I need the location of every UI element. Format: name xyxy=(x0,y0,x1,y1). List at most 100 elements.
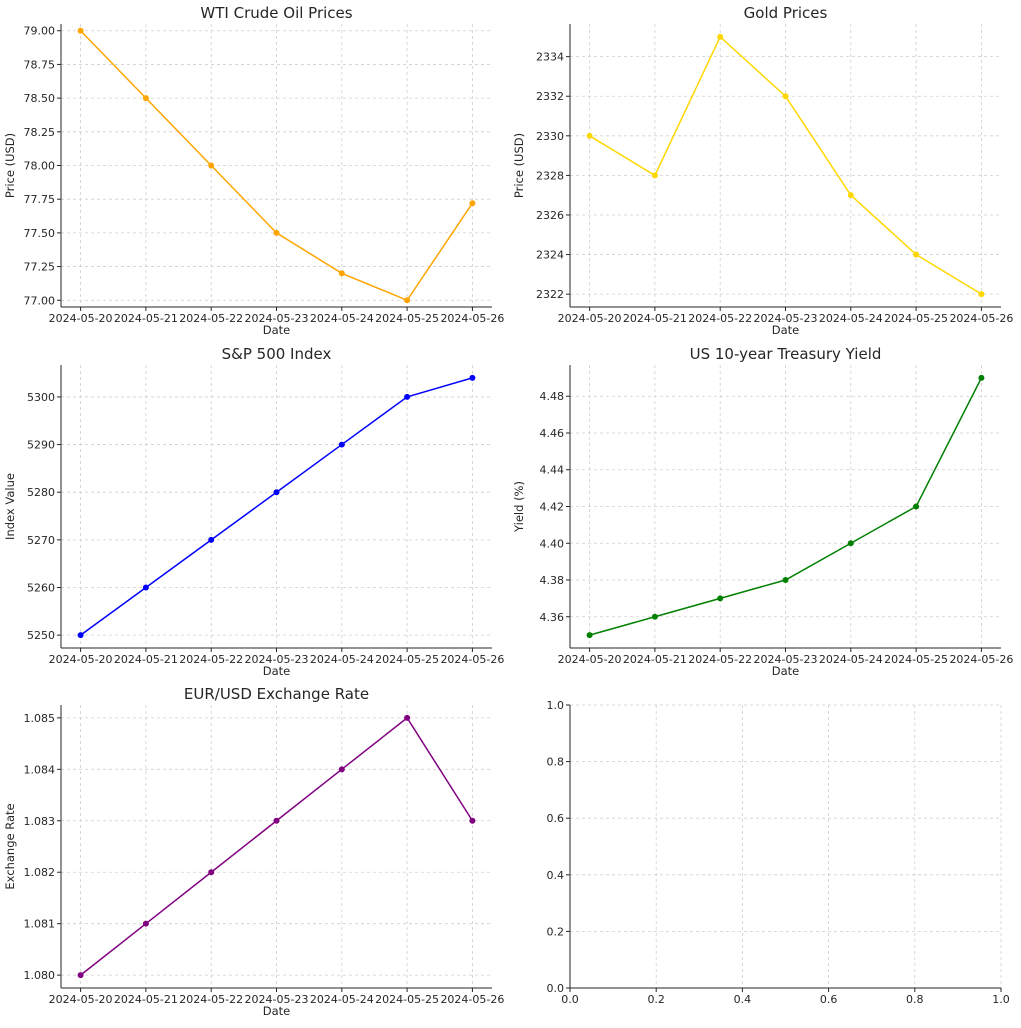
x-tick-label: 2024-05-21 xyxy=(114,993,178,1006)
x-tick-label: 2024-05-20 xyxy=(49,312,113,325)
y-tick-label: 2330 xyxy=(536,130,564,143)
y-tick-label: 1.0 xyxy=(547,699,565,712)
y-tick-label: 4.44 xyxy=(540,464,565,477)
y-axis-label: Price (USD) xyxy=(3,133,17,198)
y-tick-label: 78.00 xyxy=(24,160,56,173)
y-tick-label: 78.25 xyxy=(24,126,56,139)
y-tick-label: 77.75 xyxy=(24,193,56,206)
x-tick-label: 0.6 xyxy=(820,993,838,1006)
x-tick-label: 2024-05-20 xyxy=(558,312,622,325)
x-tick-label: 2024-05-20 xyxy=(49,993,113,1006)
y-axis-label: Index Value xyxy=(3,473,17,540)
data-point xyxy=(469,817,476,824)
data-point xyxy=(142,920,149,927)
x-axis-label: Date xyxy=(263,664,291,678)
x-tick-label: 2024-05-21 xyxy=(114,653,178,666)
chart-panel-2: 2024-05-20 2024-05-21 2024-05-22 2024-05-23… xyxy=(512,4,1013,337)
data-point xyxy=(978,291,985,298)
x-axis-label: Date xyxy=(263,323,291,337)
series-line xyxy=(80,716,474,976)
data-point xyxy=(847,540,854,547)
y-tick-label: 4.40 xyxy=(540,537,565,550)
data-point xyxy=(338,766,345,773)
y-tick-label: 1.085 xyxy=(24,712,56,725)
data-point xyxy=(978,374,985,381)
data-point xyxy=(142,95,149,102)
x-tick-label: 2024-05-20 xyxy=(558,653,622,666)
x-tick-label: 2024-05-24 xyxy=(310,993,374,1006)
y-tick-label: 77.00 xyxy=(24,294,56,307)
y-tick-label: 5270 xyxy=(27,534,55,547)
x-tick-label: 2024-05-25 xyxy=(375,993,439,1006)
data-point xyxy=(847,192,854,199)
x-tick-label: 0.0 xyxy=(561,993,579,1006)
data-point xyxy=(404,393,411,400)
y-tick-label: 2332 xyxy=(536,90,564,103)
y-tick-label: 78.75 xyxy=(24,58,56,71)
data-point xyxy=(273,229,280,236)
x-tick-label: 2024-05-21 xyxy=(114,312,178,325)
y-tick-label: 5290 xyxy=(27,439,55,452)
data-point xyxy=(782,577,789,584)
chart-panel-1: 2024-05-20 2024-05-21 2024-05-22 2024-05-23… xyxy=(3,4,504,337)
data-point xyxy=(208,869,215,876)
chart-panel-5: 2024-05-20 2024-05-21 2024-05-22 2024-05-23… xyxy=(3,685,504,1018)
y-tick-label: 1.080 xyxy=(24,969,56,982)
y-tick-label: 2328 xyxy=(536,169,564,182)
x-tick-label: 2024-05-20 xyxy=(49,653,113,666)
y-tick-label: 5260 xyxy=(27,581,55,594)
data-point xyxy=(586,132,593,139)
x-tick-label: 2024-05-25 xyxy=(375,312,439,325)
data-point xyxy=(208,536,215,543)
y-tick-label: 78.50 xyxy=(24,92,56,105)
y-tick-label: 4.42 xyxy=(540,501,565,514)
data-point xyxy=(273,489,280,496)
data-point xyxy=(469,374,476,381)
y-tick-label: 1.082 xyxy=(24,866,56,879)
y-tick-label: 79.00 xyxy=(24,25,56,38)
x-tick-label: 1.0 xyxy=(992,993,1010,1006)
x-tick-label: 2024-05-22 xyxy=(688,653,752,666)
data-point xyxy=(142,584,149,591)
data-point xyxy=(404,714,411,721)
x-tick-label: 2024-05-23 xyxy=(245,653,309,666)
chart-title: WTI Crude Oil Prices xyxy=(200,4,352,22)
x-axis-label: Date xyxy=(263,1004,291,1018)
data-point xyxy=(717,595,724,602)
data-point xyxy=(208,162,215,169)
x-tick-label: 0.4 xyxy=(734,993,752,1006)
y-tick-label: 1.081 xyxy=(24,918,56,931)
y-tick-label: 1.084 xyxy=(24,763,56,776)
y-tick-label: 2322 xyxy=(536,288,564,301)
data-point xyxy=(913,251,920,258)
x-tick-label: 2024-05-25 xyxy=(884,653,948,666)
data-point xyxy=(651,172,658,179)
data-point xyxy=(717,33,724,40)
x-tick-label: 0.8 xyxy=(906,993,924,1006)
data-point xyxy=(273,817,280,824)
y-tick-label: 0.0 xyxy=(547,982,565,995)
x-tick-label: 2024-05-26 xyxy=(949,312,1013,325)
chart-panel-6: 0.0 0.2 0.4 0.6 0.8 1.0 0.0 0.2 0.4 0.6 0.8 1.0 xyxy=(547,699,1010,1006)
x-tick-label: 2024-05-22 xyxy=(179,993,243,1006)
x-tick-label: 0.2 xyxy=(647,993,665,1006)
x-tick-label: 2024-05-22 xyxy=(179,312,243,325)
y-axis-label: Exchange Rate xyxy=(3,803,17,889)
y-tick-label: 4.48 xyxy=(540,390,565,403)
data-point xyxy=(338,441,345,448)
x-tick-label: 2024-05-23 xyxy=(245,993,309,1006)
chart-panel-3: 2024-05-20 2024-05-21 2024-05-22 2024-05-23… xyxy=(3,345,504,678)
y-tick-label: 5280 xyxy=(27,486,55,499)
y-axis-label: Price (USD) xyxy=(512,133,526,198)
x-tick-label: 2024-05-26 xyxy=(440,653,504,666)
chart-title: Gold Prices xyxy=(744,4,828,22)
x-tick-label: 2024-05-22 xyxy=(688,312,752,325)
data-point xyxy=(586,632,593,639)
x-tick-label: 2024-05-26 xyxy=(440,312,504,325)
series-line xyxy=(589,35,982,295)
x-tick-label: 2024-05-23 xyxy=(754,653,818,666)
x-tick-label: 2024-05-23 xyxy=(245,312,309,325)
y-tick-label: 77.50 xyxy=(24,227,56,240)
